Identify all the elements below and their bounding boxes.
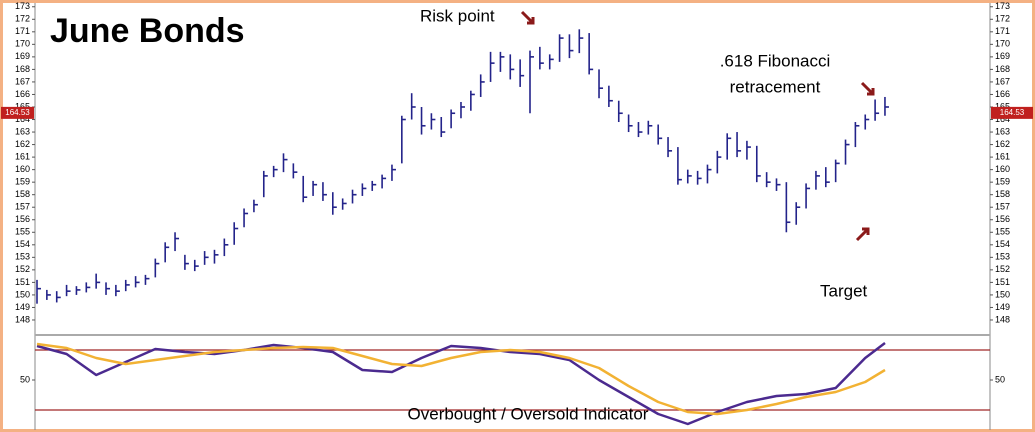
- y-tick-label: 166: [15, 89, 30, 99]
- y-tick-label: 170: [995, 39, 1010, 49]
- y-tick-label: 164: [995, 114, 1010, 124]
- y-tick-label: 156: [15, 214, 30, 224]
- price-tag-label: 164.53: [5, 108, 30, 117]
- y-tick-label: 171: [995, 26, 1010, 36]
- y-tick-label: 159: [995, 177, 1010, 187]
- annotation: retracement: [730, 77, 821, 96]
- y-tick-label: 160: [995, 164, 1010, 174]
- y-tick-label: 153: [15, 252, 30, 262]
- y-tick-label: 168: [15, 64, 30, 74]
- arrow: [520, 10, 535, 25]
- y-tick-label: 148: [15, 314, 30, 324]
- y-tick-label: 172: [15, 14, 30, 24]
- price-tag: [991, 106, 1033, 119]
- indicator-title: Overbought / Oversold Indicator: [408, 404, 649, 423]
- y-tick-label: 158: [995, 189, 1010, 199]
- y-tick-label: 154: [15, 239, 30, 249]
- y-tick-label: 50: [995, 374, 1005, 384]
- y-tick-label: 163: [995, 126, 1010, 136]
- indicator-line: [36, 342, 886, 426]
- chart-title: June Bonds: [50, 12, 245, 50]
- y-tick-label: 165: [995, 101, 1010, 111]
- y-tick-label: 153: [995, 252, 1010, 262]
- y-tick-label: 149: [995, 302, 1010, 312]
- annotation: Risk point: [420, 6, 495, 25]
- y-tick-label: 169: [15, 51, 30, 61]
- y-tick-label: 150: [15, 289, 30, 299]
- y-tick-label: 157: [15, 202, 30, 212]
- y-tick-label: 150: [995, 289, 1010, 299]
- y-tick-label: 167: [995, 76, 1010, 86]
- y-tick-label: 162: [15, 139, 30, 149]
- y-tick-label: 156: [995, 214, 1010, 224]
- y-tick-label: 165: [15, 101, 30, 111]
- y-tick-label: 152: [15, 264, 30, 274]
- y-tick-label: 151: [15, 277, 30, 287]
- y-tick-label: 171: [15, 26, 30, 36]
- y-tick-label: 168: [995, 64, 1010, 74]
- y-tick-label: 167: [15, 76, 30, 86]
- y-tick-label: 172: [995, 14, 1010, 24]
- y-tick-label: 158: [15, 189, 30, 199]
- y-tick-label: 166: [995, 89, 1010, 99]
- price-tag-label: 164.53: [1000, 108, 1025, 117]
- y-tick-label: 148: [995, 314, 1010, 324]
- y-tick-label: 149: [15, 302, 30, 312]
- y-tick-label: 173: [15, 1, 30, 11]
- y-tick-label: 161: [995, 151, 1010, 161]
- y-tick-label: 170: [15, 39, 30, 49]
- y-tick-label: 157: [995, 202, 1010, 212]
- y-tick-label: 151: [995, 277, 1010, 287]
- y-tick-label: 164: [15, 114, 30, 124]
- y-tick-label: 161: [15, 151, 30, 161]
- y-tick-label: 154: [995, 239, 1010, 249]
- annotation: .618 Fibonacci: [720, 51, 831, 70]
- indicator-line: [36, 342, 886, 416]
- y-tick-label: 152: [995, 264, 1010, 274]
- annotation: Target: [820, 281, 868, 300]
- arrow: [855, 227, 870, 242]
- y-tick-label: 159: [15, 177, 30, 187]
- y-tick-label: 162: [995, 139, 1010, 149]
- arrow: [860, 81, 875, 96]
- y-tick-label: 169: [995, 51, 1010, 61]
- y-tick-label: 155: [995, 227, 1010, 237]
- price-tag: [1, 106, 34, 119]
- y-tick-label: 173: [995, 1, 1010, 11]
- y-tick-label: 160: [15, 164, 30, 174]
- y-tick-label: 155: [15, 227, 30, 237]
- y-tick-label: 50: [20, 374, 30, 384]
- y-tick-label: 163: [15, 126, 30, 136]
